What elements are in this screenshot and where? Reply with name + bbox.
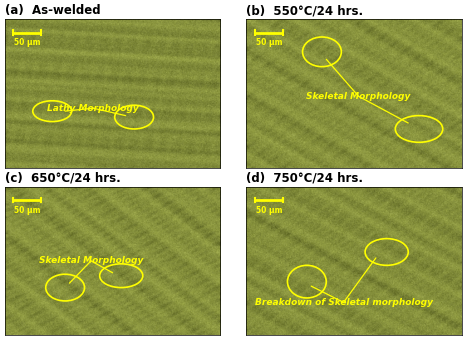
Text: 50 μm: 50 μm [14, 38, 41, 47]
Text: Skeletal Morphology: Skeletal Morphology [39, 257, 143, 265]
Text: Breakdown of Skeletal morphology: Breakdown of Skeletal morphology [255, 298, 433, 307]
Text: 50 μm: 50 μm [256, 38, 283, 47]
Text: (b)  550°C/24 hrs.: (b) 550°C/24 hrs. [246, 5, 364, 17]
Text: 50 μm: 50 μm [14, 206, 41, 215]
Text: (c)  650°C/24 hrs.: (c) 650°C/24 hrs. [5, 172, 120, 185]
Text: 50 μm: 50 μm [256, 206, 283, 215]
Text: (a)  As-welded: (a) As-welded [5, 5, 100, 17]
Text: Lathy Morphology: Lathy Morphology [47, 104, 139, 113]
Text: (d)  750°C/24 hrs.: (d) 750°C/24 hrs. [246, 172, 364, 185]
Text: Skeletal Morphology: Skeletal Morphology [306, 92, 411, 101]
